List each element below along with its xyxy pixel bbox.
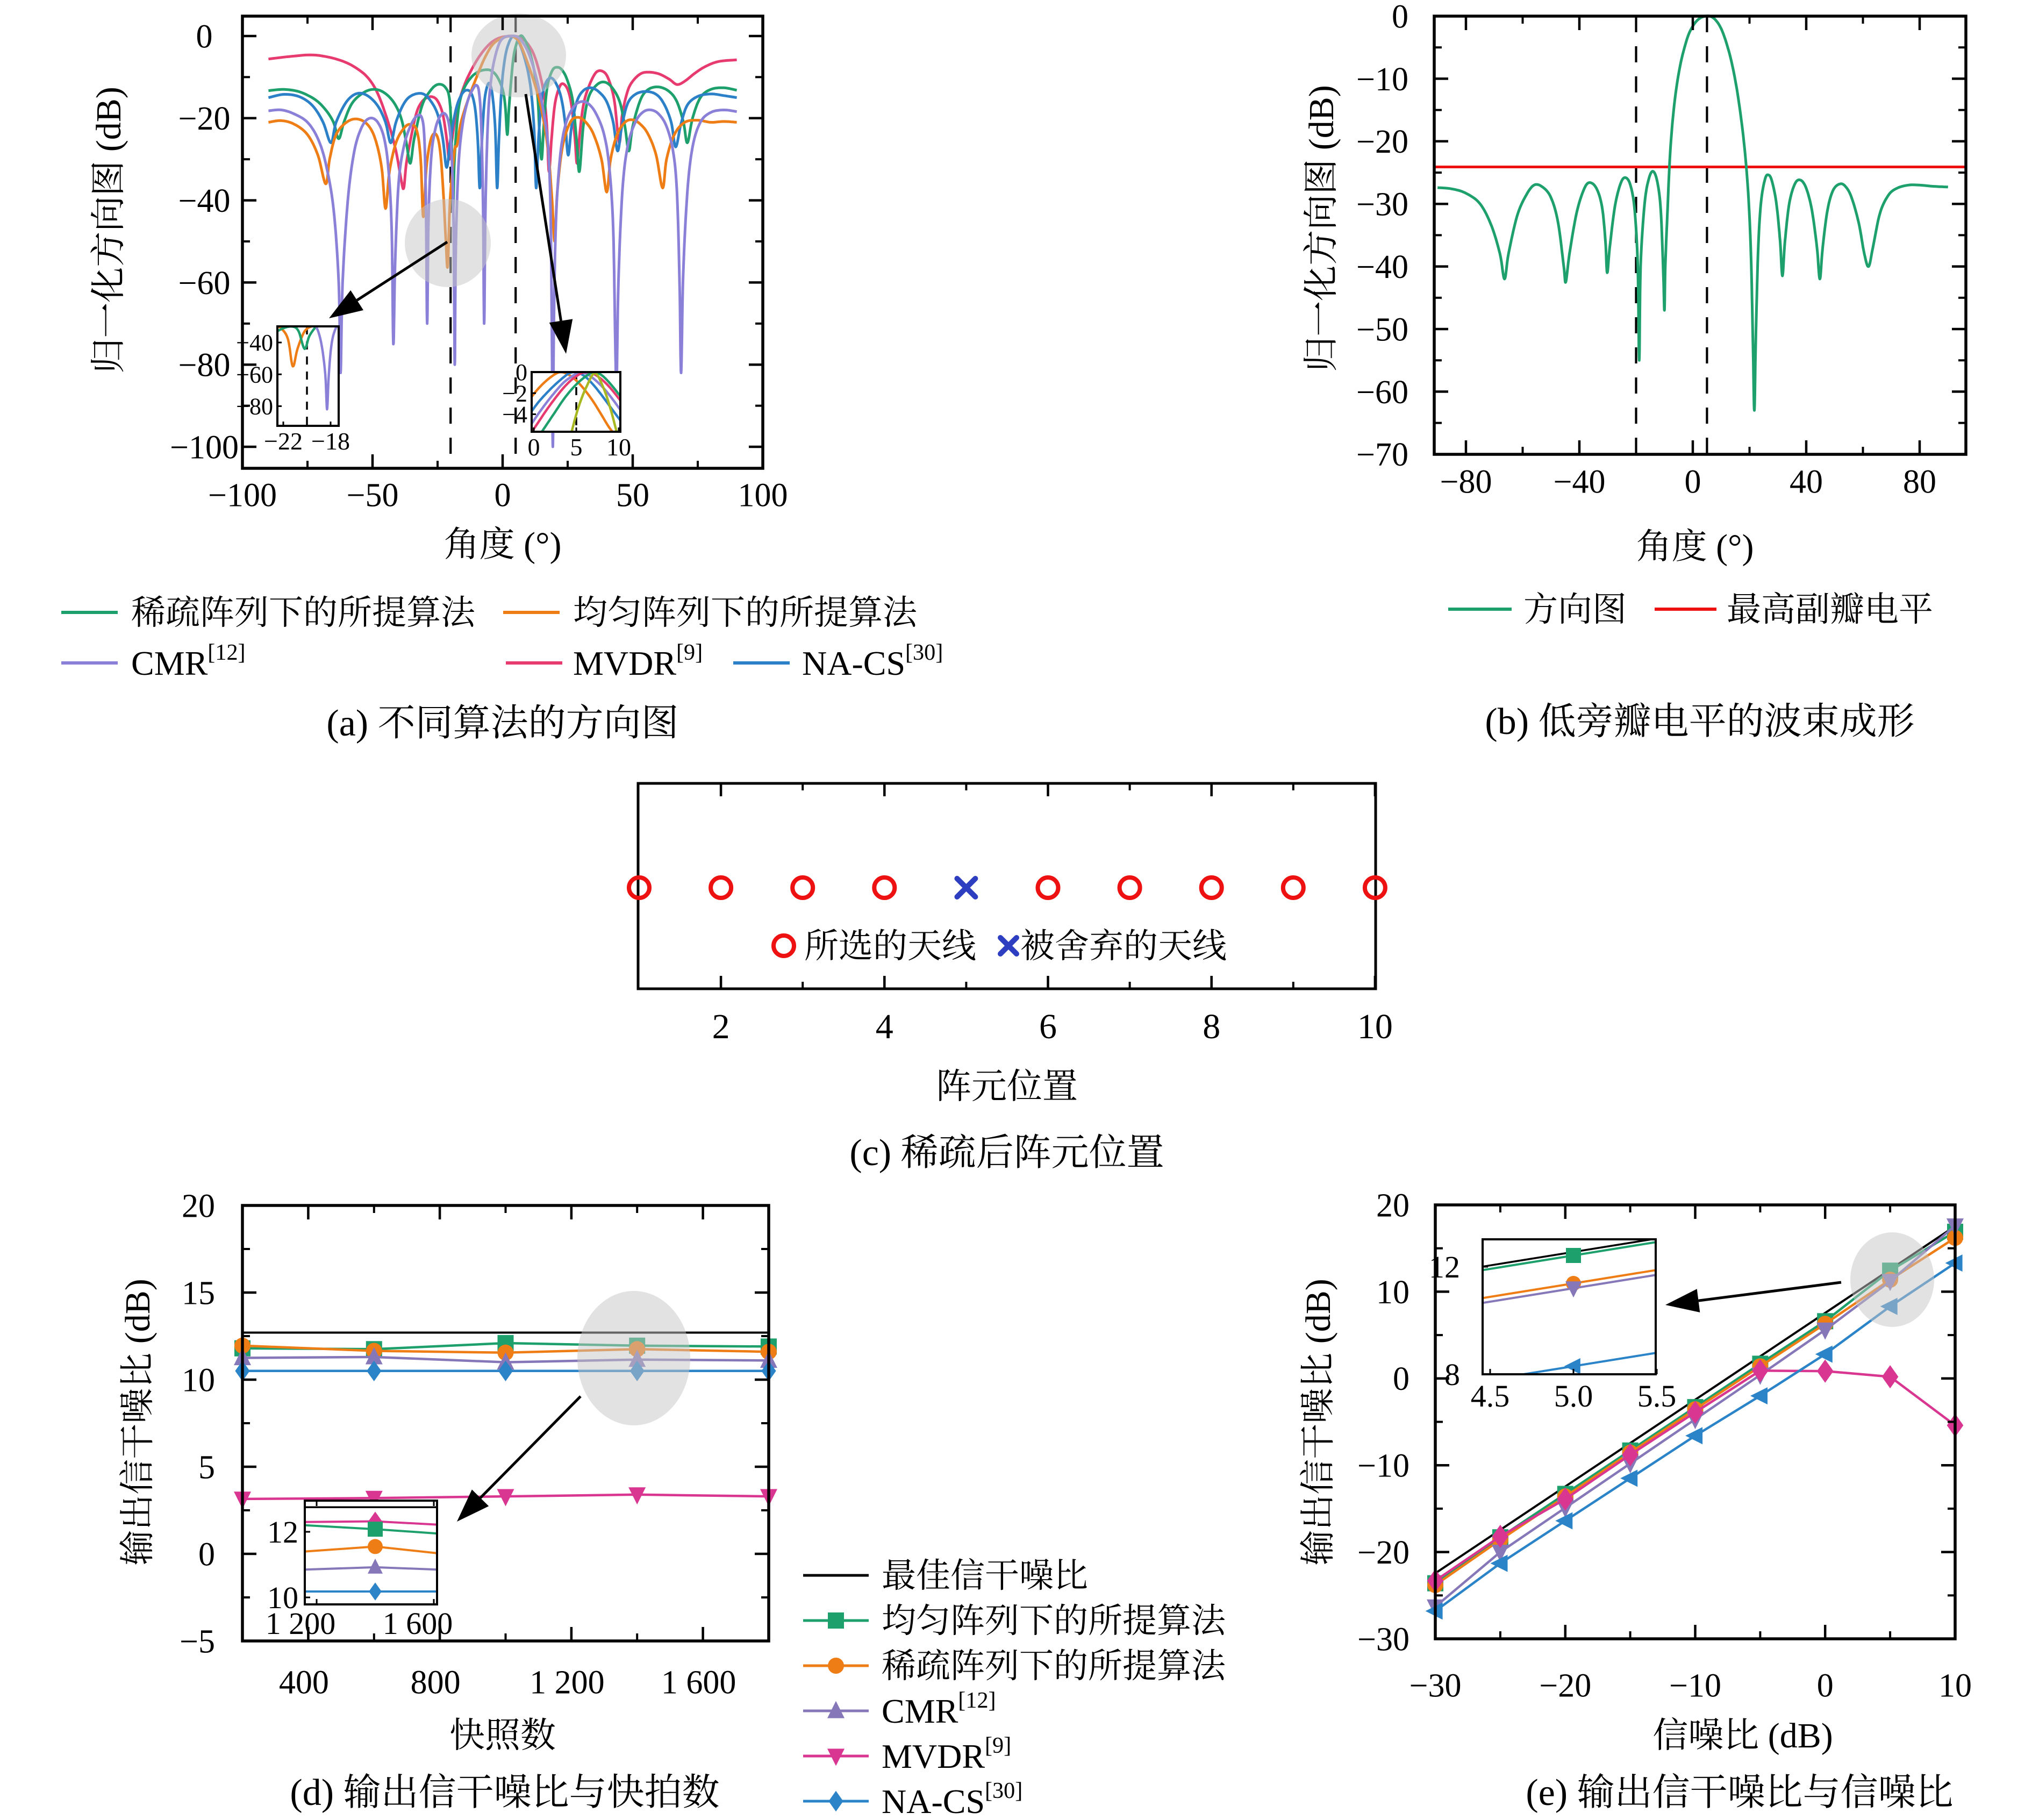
svg-text:50: 50: [616, 477, 649, 513]
svg-text:−40: −40: [178, 183, 231, 219]
svg-text:(dB): (dB): [1759, 1716, 1833, 1755]
svg-text:1 600: 1 600: [661, 1664, 736, 1701]
svg-text:CMR: CMR: [131, 644, 208, 682]
svg-text:800: 800: [411, 1664, 461, 1701]
svg-text:−60: −60: [178, 265, 231, 302]
svg-text:−30: −30: [1409, 1667, 1462, 1704]
svg-text:−18: −18: [311, 427, 350, 455]
svg-text:[12]: [12]: [208, 640, 245, 665]
svg-text:0: 0: [1392, 0, 1408, 35]
svg-text:100: 100: [738, 477, 788, 513]
svg-text:(b): (b): [1485, 701, 1538, 743]
svg-text:−5: −5: [180, 1623, 215, 1660]
svg-text:12: 12: [267, 1515, 298, 1550]
svg-text:80: 80: [1903, 463, 1936, 500]
svg-text:40: 40: [1790, 463, 1823, 500]
svg-text:10: 10: [606, 433, 631, 461]
svg-text:(dB): (dB): [1302, 85, 1341, 159]
svg-text:0: 0: [1685, 463, 1701, 500]
svg-text:(c): (c): [849, 1132, 900, 1174]
svg-text:0: 0: [516, 359, 527, 386]
svg-text:−100: −100: [170, 429, 239, 466]
svg-text:NA-CS: NA-CS: [802, 644, 905, 682]
svg-text:1 200: 1 200: [530, 1664, 605, 1701]
svg-text:10: 10: [1938, 1667, 1972, 1704]
svg-text:−20: −20: [178, 101, 231, 137]
svg-text:−20: −20: [1539, 1667, 1591, 1704]
svg-text:−80: −80: [178, 347, 231, 384]
svg-text:−70: −70: [1356, 437, 1408, 473]
svg-text:−50: −50: [347, 477, 399, 513]
svg-text:0: 0: [1393, 1361, 1409, 1397]
svg-text:400: 400: [279, 1664, 329, 1701]
svg-text:1 200: 1 200: [266, 1606, 336, 1641]
svg-text:−4: −4: [502, 402, 527, 428]
svg-text:[12]: [12]: [958, 1688, 996, 1713]
svg-text:−40: −40: [236, 330, 273, 356]
svg-text:(dB): (dB): [118, 1279, 158, 1352]
svg-text:8: 8: [1444, 1357, 1460, 1392]
svg-text:(dB): (dB): [1299, 1279, 1338, 1352]
svg-text:10: 10: [1357, 1007, 1393, 1046]
svg-text:−2: −2: [502, 380, 527, 406]
svg-text:−30: −30: [1356, 187, 1408, 223]
svg-text:(a): (a): [326, 703, 377, 744]
svg-text:−10: −10: [1357, 1448, 1409, 1484]
svg-text:MVDR: MVDR: [573, 644, 676, 682]
svg-text:15: 15: [182, 1275, 215, 1311]
svg-text:−20: −20: [1357, 1534, 1409, 1571]
svg-text:5.5: 5.5: [1637, 1379, 1677, 1414]
svg-text:0: 0: [1817, 1667, 1834, 1704]
svg-text:6: 6: [1039, 1007, 1057, 1046]
svg-text:5: 5: [570, 433, 583, 461]
svg-text:1 600: 1 600: [383, 1606, 453, 1641]
svg-text:−60: −60: [1356, 374, 1408, 411]
svg-text:−40: −40: [1554, 463, 1606, 500]
svg-text:−80: −80: [1440, 463, 1492, 500]
svg-text:4: 4: [876, 1007, 893, 1046]
svg-text:NA-CS: NA-CS: [882, 1782, 985, 1820]
svg-text:(d): (d): [290, 1772, 343, 1814]
svg-text:−10: −10: [1669, 1667, 1721, 1704]
svg-text:CMR: CMR: [882, 1692, 958, 1730]
svg-text:−22: −22: [264, 427, 303, 455]
svg-text:−60: −60: [236, 361, 273, 388]
svg-text:[30]: [30]: [905, 640, 943, 665]
svg-text:(dB): (dB): [89, 87, 128, 160]
svg-text:20: 20: [1376, 1187, 1409, 1224]
svg-text:0: 0: [198, 1536, 215, 1573]
svg-text:−40: −40: [1356, 249, 1408, 286]
svg-text:−80: −80: [236, 394, 273, 420]
svg-text:[30]: [30]: [985, 1778, 1022, 1803]
svg-text:MVDR: MVDR: [882, 1737, 985, 1775]
svg-text:(°): (°): [1707, 527, 1754, 567]
svg-text:5.0: 5.0: [1554, 1379, 1593, 1414]
svg-text:−50: −50: [1356, 311, 1408, 348]
svg-text:4.5: 4.5: [1471, 1379, 1510, 1414]
svg-text:20: 20: [182, 1188, 215, 1224]
svg-text:−100: −100: [208, 477, 277, 513]
svg-text:10: 10: [1376, 1274, 1409, 1311]
svg-text:−20: −20: [1356, 124, 1408, 160]
svg-text:0: 0: [196, 18, 213, 55]
svg-text:(°): (°): [515, 525, 562, 565]
svg-text:[9]: [9]: [676, 640, 703, 665]
svg-text:−30: −30: [1357, 1621, 1409, 1658]
svg-text:12: 12: [1429, 1250, 1460, 1284]
svg-text:0: 0: [528, 433, 540, 461]
svg-text:(e): (e): [1526, 1772, 1577, 1814]
svg-text:2: 2: [712, 1007, 730, 1046]
svg-text:[9]: [9]: [985, 1733, 1011, 1758]
svg-text:0: 0: [495, 477, 511, 513]
svg-text:8: 8: [1203, 1007, 1220, 1046]
svg-text:5: 5: [198, 1449, 215, 1486]
svg-text:−10: −10: [1356, 61, 1408, 98]
svg-text:10: 10: [267, 1580, 298, 1615]
svg-text:10: 10: [182, 1362, 215, 1398]
